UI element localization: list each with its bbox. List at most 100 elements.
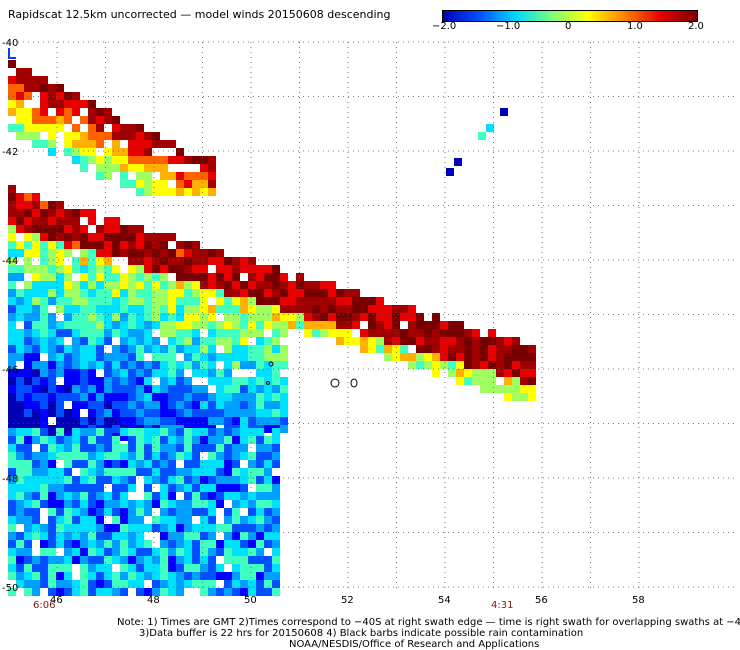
wind-cell [136,329,144,337]
wind-cell [184,508,192,516]
wind-cell [8,76,16,84]
wind-cell [192,417,200,425]
wind-cell [16,100,24,108]
wind-cell [240,345,248,353]
wind-cell [96,116,104,124]
y-tick-label: -48 [2,474,18,485]
wind-cell [216,265,224,273]
wind-cell [500,108,508,116]
wind-cell [72,409,80,417]
time-left: 6:06 [33,600,56,611]
wind-cell [264,532,272,540]
wind-cell [104,164,112,172]
wind-cell [56,444,64,452]
wind-cell [120,588,128,596]
wind-cell [168,548,176,556]
wind-cell [200,305,208,313]
wind-cell [56,281,64,289]
wind-cell [144,337,152,345]
wind-cell [160,492,168,500]
wind-cell [96,172,104,180]
wind-cell [472,377,480,385]
wind-cell [24,289,32,297]
wind-cell [24,377,32,385]
wind-cell [528,361,536,369]
wind-cell [80,428,88,436]
wind-cell [152,313,160,321]
wind-cell [112,580,120,588]
wind-cell [368,297,376,305]
wind-cell [488,353,496,361]
wind-cell [128,540,136,548]
wind-cell [408,305,416,313]
wind-cell [32,193,40,201]
wind-cell [72,353,80,361]
wind-cell [120,297,128,305]
wind-cell [72,524,80,532]
wind-cell [96,249,104,257]
y-tick-label: -40 [2,38,18,49]
wind-cell [160,393,168,401]
wind-cell [88,289,96,297]
wind-cell [224,492,232,500]
wind-cell [120,580,128,588]
wind-cell [224,393,232,401]
wind-cell [88,377,96,385]
wind-cell [112,305,120,313]
wind-cell [256,345,264,353]
wind-cell [104,329,112,337]
wind-cell [144,460,152,468]
wind-cell [176,281,184,289]
wind-cell [144,345,152,353]
wind-cell [240,257,248,265]
wind-cell [32,484,40,492]
wind-cell [176,540,184,548]
wind-cell [72,140,80,148]
wind-cell [48,321,56,329]
wind-cell [200,337,208,345]
wind-cell [200,156,208,164]
wind-cell [168,500,176,508]
wind-cell [440,345,448,353]
wind-cell [504,337,512,345]
wind-cell [192,297,200,305]
wind-cell [160,524,168,532]
wind-cell [216,484,224,492]
wind-cell [256,516,264,524]
wind-cell [248,428,256,436]
wind-cell [192,289,200,297]
wind-cell [208,409,216,417]
wind-cell [248,385,256,393]
wind-cell [304,321,312,329]
wind-cell [80,369,88,377]
wind-cell [16,564,24,572]
wind-cell [280,425,288,433]
wind-cell [136,508,144,516]
wind-cell [64,460,72,468]
wind-cell [88,209,96,217]
wind-cell [232,385,240,393]
wind-cell [120,156,128,164]
wind-cell [136,345,144,353]
wind-cell [72,92,80,100]
wind-cell [480,377,488,385]
wind-cell [24,460,32,468]
wind-cell [104,540,112,548]
wind-cell [376,329,384,337]
wind-cell [224,377,232,385]
wind-cell [512,385,520,393]
wind-cell [368,305,376,313]
wind-cell [120,500,128,508]
wind-cell [104,500,112,508]
wind-cell [248,532,256,540]
wind-cell [496,345,504,353]
wind-cell [192,468,200,476]
wind-cell [120,444,128,452]
wind-cell [128,361,136,369]
wind-cell [88,345,96,353]
wind-cell [112,321,120,329]
wind-cell [120,180,128,188]
wind-cell [32,233,40,241]
wind-cell [24,76,32,84]
wind-cell [8,385,16,393]
